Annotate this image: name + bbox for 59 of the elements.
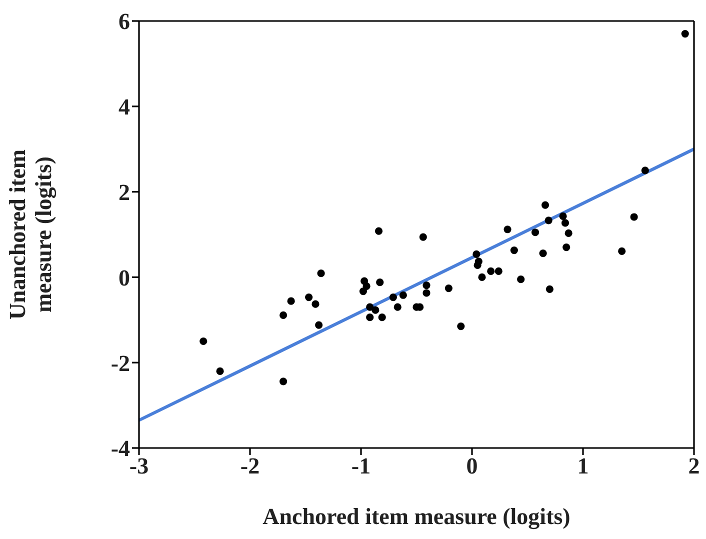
y-tick-label: 4 [118,94,130,120]
y-axis-title: Unanchored item measure (logits) [5,149,57,320]
point [618,247,626,255]
point [539,249,547,258]
point [374,227,383,235]
point [478,273,486,281]
point [546,285,554,293]
point [444,284,452,292]
point [376,278,384,286]
point [378,314,386,322]
point [510,246,518,254]
point [681,30,689,38]
y-tick-label: -4 [110,436,130,462]
point [564,229,572,238]
point [216,367,224,375]
point [312,300,320,308]
point [419,233,427,241]
x-tick-label: 2 [688,453,700,478]
point [641,166,649,174]
point [494,267,502,276]
point [200,337,208,346]
point [317,270,325,278]
point [517,276,525,284]
point [422,289,430,297]
point [366,314,374,322]
point [315,321,323,329]
x-tick-label: -1 [351,453,371,478]
point [504,226,512,234]
point [394,303,402,311]
point [630,213,638,221]
point [531,228,540,236]
point [280,378,288,386]
y-tick-label: 6 [118,9,130,34]
point [559,212,567,220]
point [544,216,552,224]
point [399,291,407,299]
point [287,297,295,305]
point [562,244,570,252]
point [280,311,288,320]
x-tick-label: -2 [240,453,260,478]
point [305,293,313,302]
x-axis-title: Anchored item measure (logits) [262,504,570,530]
x-tick-label: 1 [577,453,589,478]
point [389,293,397,302]
y-tick-label: 2 [118,180,130,205]
point [422,282,430,290]
point [359,287,368,296]
y-tick-label: 0 [118,265,130,290]
point [487,267,495,276]
point [372,306,380,314]
x-tick-label: 0 [466,453,478,478]
point [541,201,550,209]
point [474,261,482,270]
point [366,303,374,311]
point [457,322,465,330]
point [472,250,480,258]
point [561,219,570,227]
y-tick-label: -2 [110,350,130,376]
x-tick-label: -3 [129,453,149,478]
